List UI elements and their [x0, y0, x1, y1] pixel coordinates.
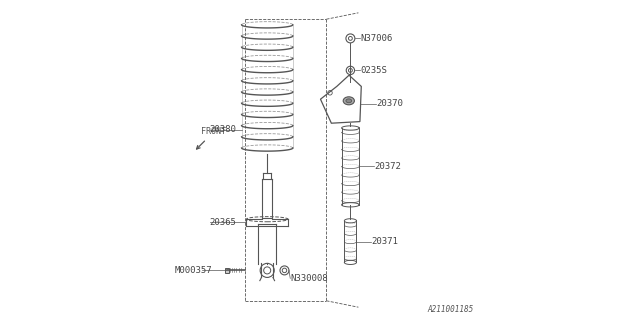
Ellipse shape	[346, 99, 352, 103]
Text: 20380: 20380	[210, 125, 236, 134]
Bar	[225, 268, 229, 273]
Text: 0235S: 0235S	[360, 66, 387, 75]
Text: 20371: 20371	[371, 237, 398, 246]
Text: N330008: N330008	[291, 274, 328, 283]
Text: M000357: M000357	[174, 266, 212, 275]
Text: 20365: 20365	[210, 218, 236, 227]
Text: 20372: 20372	[374, 162, 401, 171]
Text: N37006: N37006	[360, 34, 392, 43]
Text: FRONT: FRONT	[196, 127, 227, 149]
Text: 20370: 20370	[376, 100, 403, 108]
Text: A211001185: A211001185	[428, 305, 474, 314]
Ellipse shape	[343, 97, 355, 105]
